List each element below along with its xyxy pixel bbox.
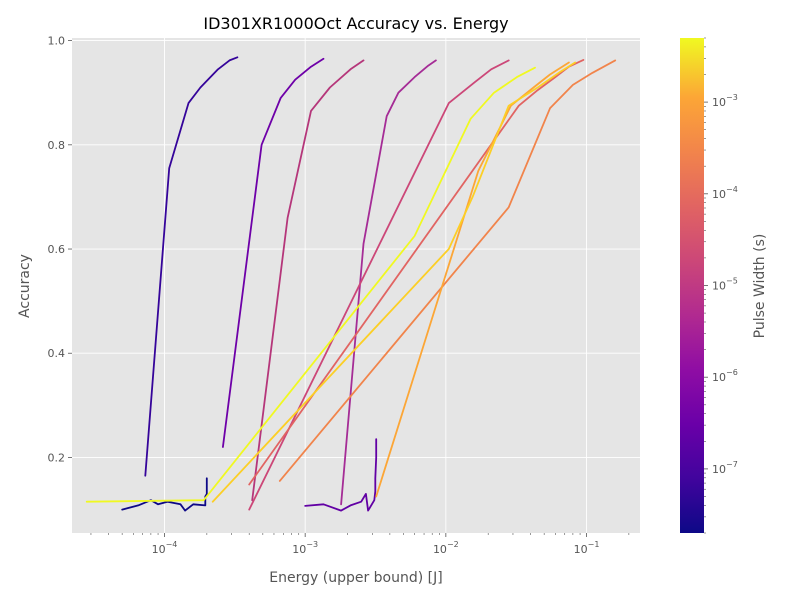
series-line: [221, 57, 325, 448]
series-line: [340, 59, 437, 506]
series-layer: [85, 56, 617, 512]
x-axis-label: Energy (upper bound) [J]: [269, 570, 442, 586]
y-tick-label: 0.4: [48, 347, 66, 360]
y-tick-label: 1.0: [48, 35, 66, 48]
y-tick-label: 0.2: [48, 451, 66, 464]
y-tick-label: 0.6: [48, 243, 66, 256]
series-line: [278, 59, 617, 482]
plot-background: [72, 38, 640, 533]
series-line: [251, 59, 365, 502]
x-axis: 10−4 10−3 10−2 10−1: [90, 533, 630, 556]
colorbar-axis: 10−7 10−6 10−5 10−4 10−3: [704, 37, 738, 534]
series-line: [211, 61, 576, 503]
series-line: [248, 59, 510, 511]
y-tick-label: 0.8: [48, 139, 66, 152]
colorbar-tick-label: 10−5: [712, 277, 738, 293]
y-axis-label: Accuracy: [17, 254, 33, 318]
series-line: [144, 56, 239, 477]
colorbar-tick-label: 10−4: [712, 185, 738, 201]
x-tick-label: 10−3: [292, 540, 318, 556]
colorbar-tick-label: 10−7: [712, 460, 738, 476]
grid: [72, 38, 640, 533]
colorbar: [680, 38, 704, 533]
colorbar-tick-label: 10−6: [712, 368, 738, 384]
colorbar-tick-label: 10−3: [712, 93, 738, 109]
series-line: [304, 438, 378, 512]
x-tick-label: 10−4: [152, 540, 178, 556]
y-axis: 0.2 0.4 0.6 0.8 1.0: [48, 35, 72, 464]
series-line: [85, 66, 536, 503]
colorbar-label: Pulse Width (s): [752, 234, 768, 339]
x-tick-label: 10−1: [574, 540, 600, 556]
x-tick-label: 10−2: [433, 540, 459, 556]
chart-title: ID301XR1000Oct Accuracy vs. Energy: [203, 14, 508, 33]
